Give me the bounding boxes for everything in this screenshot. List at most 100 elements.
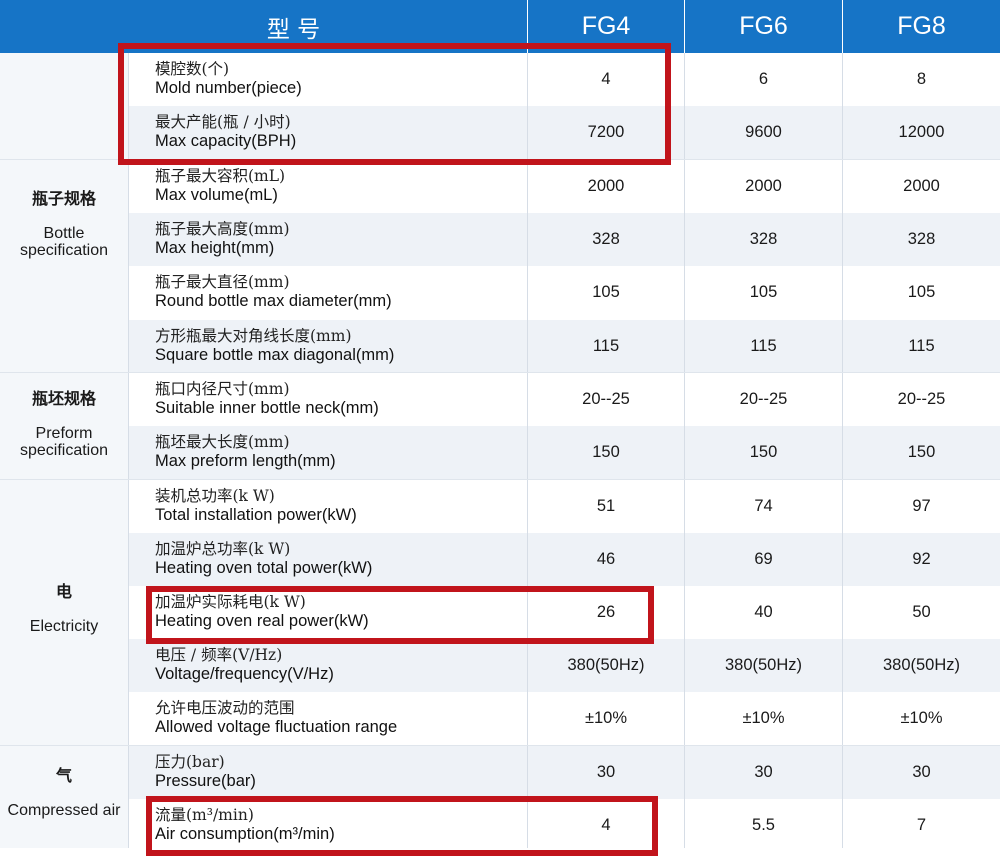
value-cell: 105 xyxy=(907,283,936,301)
value-cell: 380(50Hz) xyxy=(882,656,961,674)
value-cell: 40 xyxy=(754,603,773,621)
row-label: 加温炉实际耗电(k W) Heating oven real power(kW) xyxy=(155,593,369,631)
row-label-en: Max preform length(mm) xyxy=(155,452,336,470)
highlight-box-air xyxy=(146,796,658,856)
row-label: 模腔数(个) Mold number(piece) xyxy=(155,60,302,98)
table-row: 瓶坯最大长度(mm) Max preform length(mm) 150 150 15… xyxy=(129,426,1000,479)
header-model-fg6: FG6 xyxy=(685,0,842,53)
column-divider xyxy=(128,53,129,848)
value-cell: 115 xyxy=(750,337,777,355)
value-cell: ±10% xyxy=(742,709,785,727)
row-label-cn: 加温炉总功率(k W) xyxy=(155,540,291,558)
value-cell: 20--25 xyxy=(897,390,946,408)
category-bg xyxy=(0,373,128,479)
value-cell: 2000 xyxy=(903,177,940,195)
category-bg xyxy=(0,480,128,745)
value-cell: 4 xyxy=(601,816,611,834)
value-cell: 46 xyxy=(596,550,616,568)
value-cell: 7 xyxy=(916,816,927,834)
value-cell: 92 xyxy=(912,550,931,568)
category-air: 气 Compressed air xyxy=(0,767,128,819)
row-label: 加温炉总功率(k W) Heating oven total power(kW) xyxy=(155,540,372,578)
highlight-box-capacity xyxy=(118,43,671,165)
category-bg xyxy=(0,160,128,372)
value-cell: 328 xyxy=(592,230,620,248)
table-row: 流量(m³/min) Air consumption(m³/min) 4 5.5 7 xyxy=(129,799,1000,852)
row-label-cn: 瓶子最大容积(mL) xyxy=(155,167,286,185)
category-preform: 瓶坯规格 Preform specification xyxy=(0,390,128,459)
value-cell: 69 xyxy=(754,550,773,568)
row-label: 压力(bar) Pressure(bar) xyxy=(155,753,256,791)
category-preform-cn: 瓶坯规格 xyxy=(31,389,96,408)
row-label-cn: 允许电压波动的范围 xyxy=(155,699,295,717)
section-divider xyxy=(0,479,1000,480)
row-label-cn: 压力(bar) xyxy=(155,753,225,771)
value-cell: 4 xyxy=(601,70,611,88)
header-model-fg8: FG8 xyxy=(843,0,1000,53)
table-row: 方形瓶最大对角线长度(mm) Square bottle max diagonal… xyxy=(129,320,1000,373)
value-cell: 30 xyxy=(912,763,931,781)
row-label: 装机总功率(k W) Total installation power(kW) xyxy=(155,487,357,525)
table-row: 允许电压波动的范围 Allowed voltage fluctuation ran… xyxy=(129,692,1000,745)
table-row: 压力(bar) Pressure(bar) 30 30 30 xyxy=(129,746,1000,799)
row-label-en: Round bottle max diameter(mm) xyxy=(155,292,392,310)
row-label-en: Pressure(bar) xyxy=(155,772,256,790)
row-label-en: Allowed voltage fluctuation range xyxy=(155,718,398,736)
row-label-en: Air consumption(m³/min) xyxy=(155,825,335,843)
table-row: 加温炉总功率(k W) Heating oven total power(kW) 4… xyxy=(129,533,1000,586)
row-label-cn: 模腔数(个) xyxy=(155,60,230,78)
value-cell: 8 xyxy=(916,70,927,88)
row-label-en: Suitable inner bottle neck(mm) xyxy=(155,399,379,417)
category-bottle-cn: 瓶子规格 xyxy=(31,189,96,208)
row-label-cn: 加温炉实际耗电(k W) xyxy=(155,593,306,611)
value-cell: 12000 xyxy=(898,123,945,141)
value-cell: 51 xyxy=(596,497,616,515)
row-label-en: Max volume(mL) xyxy=(155,186,278,204)
table-row: 瓶子最大容积(mL) Max volume(mL) 2000 2000 2000 xyxy=(129,160,1000,213)
value-cell: 380(50Hz) xyxy=(724,656,803,674)
row-label-cn: 方形瓶最大对角线长度(mm) xyxy=(155,327,352,345)
row-label-cn: 瓶子最大高度(mm) xyxy=(155,220,290,238)
row-label-en: Voltage/frequency(V/Hz) xyxy=(155,665,334,683)
value-cell: 30 xyxy=(754,763,773,781)
value-cell: 20--25 xyxy=(582,390,630,408)
value-cell: 6 xyxy=(758,70,769,88)
row-label: 允许电压波动的范围 Allowed voltage fluctuation ran… xyxy=(155,699,397,737)
row-label: 瓶子最大高度(mm) Max height(mm) xyxy=(155,220,290,258)
row-label: 瓶坯最大长度(mm) Max preform length(mm) xyxy=(155,433,336,471)
row-label-cn: 流量(m³/min) xyxy=(155,806,254,824)
table-row: 最大产能(瓶 / 小时) Max capacity(BPH) 7200 9600 120… xyxy=(129,106,1000,159)
value-cell: 105 xyxy=(592,283,620,301)
value-cell: 2000 xyxy=(587,177,625,195)
table-row: 加温炉实际耗电(k W) Heating oven real power(kW) 2… xyxy=(129,586,1000,639)
value-cell: 150 xyxy=(592,443,620,461)
column-divider xyxy=(527,53,528,848)
category-electricity-en: Electricity xyxy=(29,618,99,635)
section-divider xyxy=(0,372,1000,373)
table-row: 瓶子最大直径(mm) Round bottle max diameter(mm) 1… xyxy=(129,266,1000,319)
category-air-en: Compressed air xyxy=(7,802,121,819)
row-label-cn: 最大产能(瓶 / 小时) xyxy=(155,113,291,131)
column-divider xyxy=(684,53,685,848)
column-divider xyxy=(842,53,843,848)
row-label-cn: 瓶坯最大长度(mm) xyxy=(155,433,290,451)
category-bg xyxy=(0,746,128,848)
row-label-en: Heating oven total power(kW) xyxy=(155,559,373,577)
value-cell: 105 xyxy=(749,283,778,301)
category-air-cn: 气 xyxy=(55,766,72,785)
value-cell: ±10% xyxy=(900,709,943,727)
category-preform-en: Preform specification xyxy=(19,425,109,459)
table-row: 模腔数(个) Mold number(piece) 4 6 8 xyxy=(129,53,1000,106)
category-bottle-en: Bottle specification xyxy=(19,225,109,259)
value-cell: 74 xyxy=(754,497,773,515)
value-cell: 5.5 xyxy=(752,816,775,834)
category-electricity: 电 Electricity xyxy=(0,583,128,635)
row-label-cn: 瓶口内径尺寸(mm) xyxy=(155,380,290,398)
row-label: 方形瓶最大对角线长度(mm) Square bottle max diagonal… xyxy=(155,327,394,365)
value-cell: 50 xyxy=(912,603,931,621)
row-label-en: Max height(mm) xyxy=(155,239,275,257)
value-cell: 20--25 xyxy=(739,390,788,408)
row-label: 电压 / 频率(V/Hz) Voltage/frequency(V/Hz) xyxy=(155,646,334,684)
value-cell: 2000 xyxy=(745,177,782,195)
